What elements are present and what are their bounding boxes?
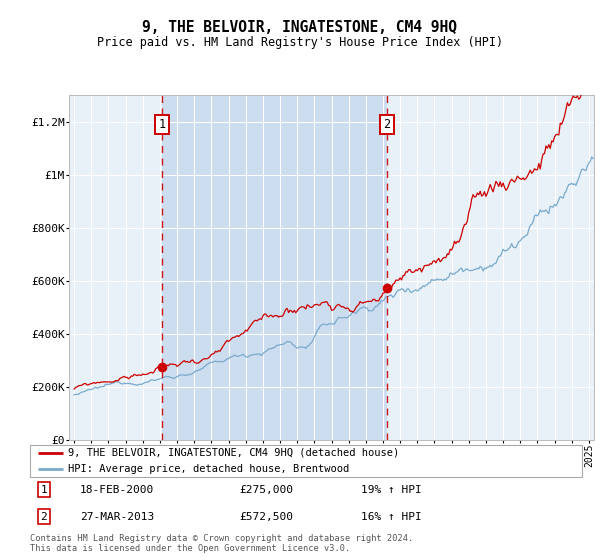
Text: 9, THE BELVOIR, INGATESTONE, CM4 9HQ (detached house): 9, THE BELVOIR, INGATESTONE, CM4 9HQ (de… xyxy=(68,448,399,458)
Text: 19% ↑ HPI: 19% ↑ HPI xyxy=(361,484,422,494)
Text: Contains HM Land Registry data © Crown copyright and database right 2024.
This d: Contains HM Land Registry data © Crown c… xyxy=(30,534,413,553)
Text: 27-MAR-2013: 27-MAR-2013 xyxy=(80,512,154,522)
Text: 16% ↑ HPI: 16% ↑ HPI xyxy=(361,512,422,522)
FancyBboxPatch shape xyxy=(30,445,582,477)
Text: HPI: Average price, detached house, Brentwood: HPI: Average price, detached house, Bren… xyxy=(68,464,349,474)
Text: 1: 1 xyxy=(40,484,47,494)
Text: £275,000: £275,000 xyxy=(240,484,294,494)
Text: 2: 2 xyxy=(383,118,391,131)
Text: 9, THE BELVOIR, INGATESTONE, CM4 9HQ: 9, THE BELVOIR, INGATESTONE, CM4 9HQ xyxy=(143,20,458,35)
Bar xyxy=(162,95,387,440)
Text: Price paid vs. HM Land Registry's House Price Index (HPI): Price paid vs. HM Land Registry's House … xyxy=(97,36,503,49)
Text: 1: 1 xyxy=(158,118,166,131)
Text: £572,500: £572,500 xyxy=(240,512,294,522)
Text: 18-FEB-2000: 18-FEB-2000 xyxy=(80,484,154,494)
Text: 2: 2 xyxy=(40,512,47,522)
